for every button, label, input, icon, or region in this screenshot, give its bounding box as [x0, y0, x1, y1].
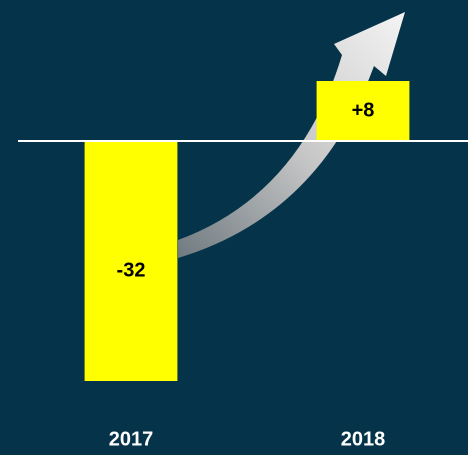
- x-tick-label: 2018: [341, 428, 386, 450]
- value-label: +8: [352, 99, 375, 121]
- bar: [316, 81, 410, 141]
- value-label: -32: [117, 259, 146, 281]
- trend-arrow: [178, 12, 405, 258]
- bar: [84, 141, 178, 381]
- x-tick-label: 2017: [109, 428, 154, 450]
